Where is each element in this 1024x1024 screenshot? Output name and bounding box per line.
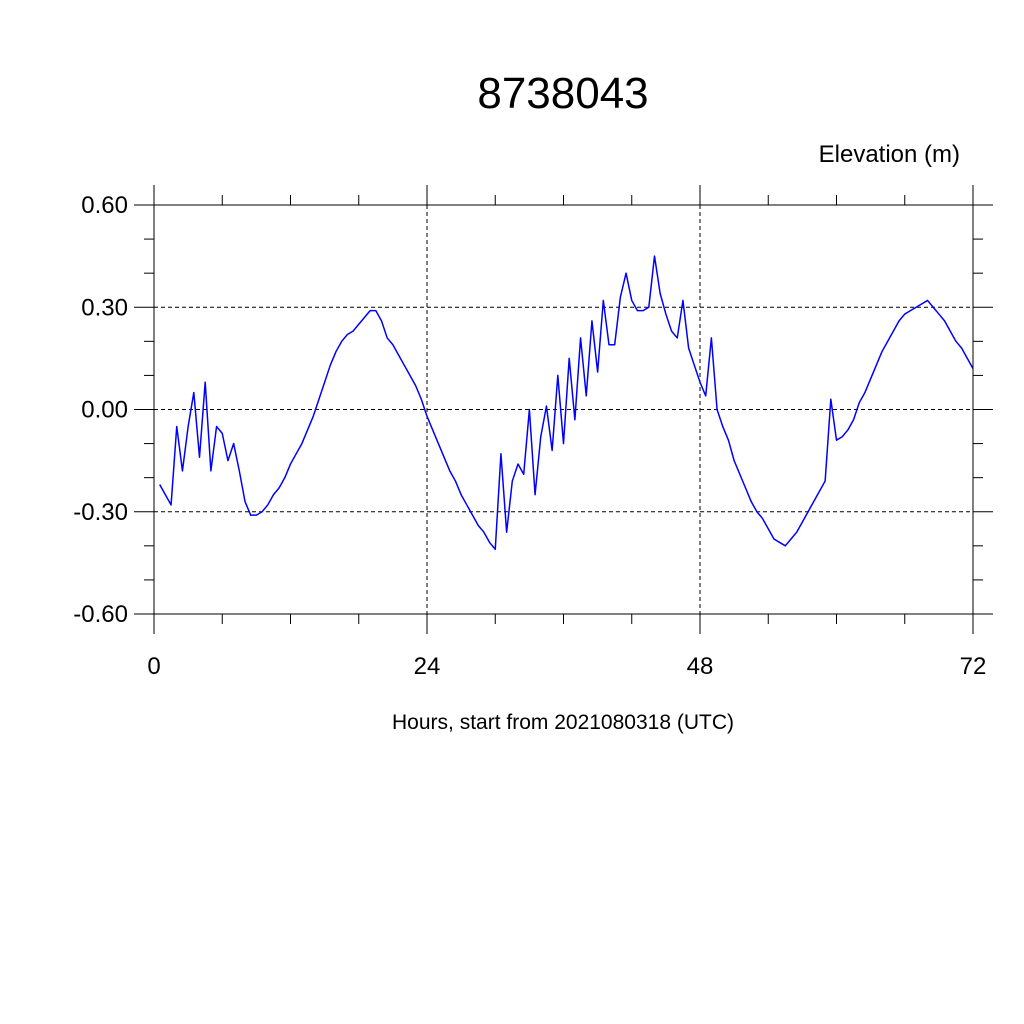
x-tick-labels: 0 24 48 72: [147, 653, 986, 680]
series-line: [159, 255, 974, 550]
y-tick-label: -0.60: [73, 601, 128, 628]
y-tick-label: 0.60: [81, 192, 128, 219]
x-tick-label: 0: [147, 653, 160, 680]
axis-ticks: [134, 185, 993, 634]
plot-frame: [153, 204, 974, 615]
x-tick-label: 48: [687, 653, 714, 680]
x-tick-label: 24: [414, 653, 441, 680]
chart-title: 8738043: [477, 69, 648, 118]
y-tick-label: -0.30: [73, 499, 128, 526]
x-axis-label: Hours, start from 2021080318 (UTC): [392, 711, 734, 734]
y-tick-label: 0.00: [81, 397, 128, 424]
y-tick-labels: 0.60 0.30 0.00 -0.30 -0.60: [73, 192, 128, 628]
y-tick-label: 0.30: [81, 294, 128, 321]
units-label: Elevation (m): [819, 141, 960, 168]
series-layer: [159, 255, 974, 550]
x-tick-label: 72: [960, 653, 987, 680]
grid-lines: [153, 204, 974, 615]
